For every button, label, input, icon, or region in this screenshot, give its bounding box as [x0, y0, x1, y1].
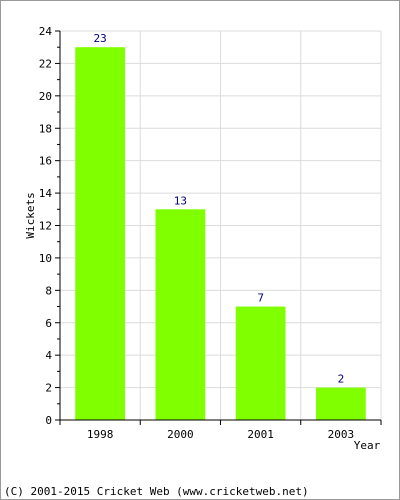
- y-tick-label: 10: [39, 252, 52, 265]
- data-label: 2: [338, 373, 345, 386]
- bar: [315, 387, 366, 420]
- y-tick-label: 18: [39, 122, 52, 135]
- bar: [235, 306, 286, 420]
- y-tick-label: 2: [45, 382, 52, 395]
- y-tick-label: 14: [39, 187, 53, 200]
- y-tick-label: 0: [45, 414, 52, 427]
- x-axis-label: Year: [354, 439, 381, 452]
- y-tick-label: 12: [39, 220, 52, 233]
- data-label: 23: [94, 32, 107, 45]
- y-tick-label: 4: [45, 349, 52, 362]
- x-tick-label: 1998: [87, 428, 114, 441]
- bar: [75, 47, 126, 420]
- x-tick-label: 2000: [167, 428, 194, 441]
- y-tick-label: 6: [45, 317, 52, 330]
- y-tick-label: 22: [39, 57, 52, 70]
- axes: [55, 30, 382, 425]
- y-tick-label: 16: [39, 155, 52, 168]
- x-tick-label: 2003: [328, 428, 355, 441]
- y-tick-label: 20: [39, 90, 52, 103]
- y-tick-label: 8: [45, 284, 52, 297]
- bars: [75, 47, 366, 420]
- y-axis-label: Wickets: [24, 192, 37, 238]
- y-tick-label: 24: [39, 25, 53, 38]
- labels: 0246810121416182022242319981320007200122…: [39, 25, 354, 441]
- bar: [155, 209, 206, 420]
- x-tick-label: 2001: [247, 428, 274, 441]
- copyright-footer: (C) 2001-2015 Cricket Web (www.cricketwe…: [4, 485, 309, 498]
- data-label: 13: [174, 194, 187, 207]
- data-label: 7: [257, 292, 264, 305]
